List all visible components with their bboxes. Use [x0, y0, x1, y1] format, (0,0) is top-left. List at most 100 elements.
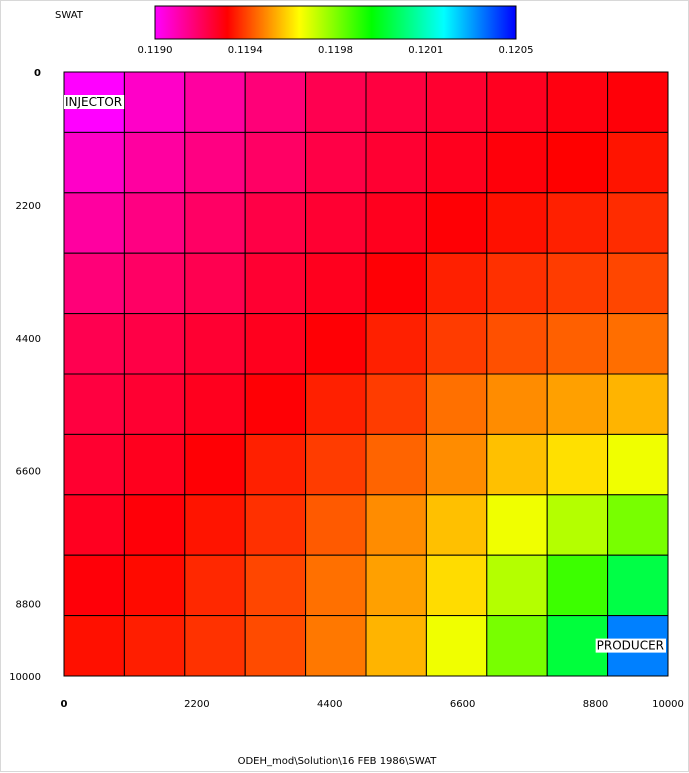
grid-cell: [607, 373, 669, 435]
grid-cell: [607, 252, 669, 315]
colorbar-tick-labels: 0.1190 0.1194 0.1198 0.1201 0.1205: [138, 45, 534, 56]
x-tick-label: 2200: [184, 699, 209, 710]
grid-cells: [63, 71, 669, 677]
x-tick-label: 4400: [317, 699, 342, 710]
y-tick-label: 0: [34, 68, 41, 79]
grid-cell: [486, 554, 548, 617]
well-name: PRODUCER: [597, 639, 664, 653]
grid-cell: [305, 192, 367, 254]
grid-cell: [546, 554, 609, 617]
y-tick-label: 6600: [16, 467, 41, 478]
grid-cell: [546, 313, 609, 375]
grid-cell: [63, 554, 125, 617]
well-labels: INJECTOR PRODUCER: [64, 95, 666, 653]
grid-cell: [184, 373, 246, 435]
grid-cell: [305, 131, 367, 194]
grid-cell: [123, 494, 186, 556]
colorbar: [154, 5, 517, 40]
grid-cell: [305, 615, 367, 677]
grid-cell: [546, 433, 609, 496]
grid-cell: [365, 313, 427, 375]
grid-cell: [63, 131, 125, 194]
grid-cell: [425, 71, 488, 133]
grid-cell: [184, 252, 246, 315]
grid-cell: [184, 494, 246, 556]
y-tick-label: 10000: [9, 672, 41, 683]
grid-cell: [486, 373, 548, 435]
grid-cell: [184, 554, 246, 617]
y-tick-label: 4400: [16, 334, 41, 345]
grid-cell: [123, 192, 186, 254]
grid-cell: [546, 131, 609, 194]
grid-cell: [244, 373, 307, 435]
grid-cell: [244, 615, 307, 677]
colorbar-tick-label: 0.1190: [138, 45, 173, 56]
grid-cell: [546, 494, 609, 556]
grid-cell: [63, 252, 125, 315]
grid-cell: [305, 494, 367, 556]
grid-cell: [123, 433, 186, 496]
grid-cell: [365, 252, 427, 315]
footer-path: ODEH_mod\Solution\16 FEB 1986\SWAT: [238, 756, 438, 767]
grid-cell: [546, 373, 609, 435]
grid-cell: [63, 615, 125, 677]
grid-cell: [425, 373, 488, 435]
grid-cell: [244, 554, 307, 617]
y-tick-label: 8800: [16, 600, 41, 611]
well-label-injector: INJECTOR: [64, 95, 125, 109]
grid-cell: [607, 192, 669, 254]
grid-cell: [425, 192, 488, 254]
grid-cell: [486, 433, 548, 496]
grid-cell: [123, 615, 186, 677]
grid-cell: [123, 313, 186, 375]
grid-cell: [425, 131, 488, 194]
y-tick-label: 2200: [16, 201, 41, 212]
y-axis-tick-labels: 0 2200 4400 6600 8800 10000: [9, 68, 41, 683]
well-label-background: [64, 95, 125, 109]
well-label-background: [595, 638, 666, 653]
grid-cell: [546, 192, 609, 254]
grid-cell: [123, 373, 186, 435]
colorbar-tick-label: 0.1194: [228, 45, 263, 56]
grid-cell: [123, 252, 186, 315]
grid-cell: [244, 494, 307, 556]
grid-cell: [425, 554, 488, 617]
grid-cell: [244, 71, 307, 133]
x-tick-label: 8800: [583, 699, 608, 710]
grid-cell: [607, 313, 669, 375]
grid-cell: [365, 554, 427, 617]
colorbar-title: SWAT: [55, 10, 84, 21]
grid-cell: [365, 494, 427, 556]
grid-cell: [244, 131, 307, 194]
grid-cell: [244, 433, 307, 496]
grid-cell: [305, 433, 367, 496]
grid-cell: [244, 252, 307, 315]
x-tick-label: 6600: [450, 699, 475, 710]
grid-cell: [425, 313, 488, 375]
grid-cell: [425, 615, 488, 677]
x-tick-label: 0: [61, 699, 68, 710]
grid-cell: [486, 615, 548, 677]
grid-cell: [365, 192, 427, 254]
grid-cell: [607, 433, 669, 496]
grid-cell: [607, 131, 669, 194]
x-axis-tick-labels: 0 2200 4400 6600 8800 10000: [61, 699, 684, 710]
grid-cell: [63, 433, 125, 496]
grid-cell: [305, 71, 367, 133]
grid-cell: [365, 373, 427, 435]
colorbar-tick-label: 0.1198: [318, 45, 353, 56]
grid-cell: [365, 71, 427, 133]
colorbar-tick-label: 0.1205: [499, 45, 534, 56]
grid-cell: [425, 433, 488, 496]
x-tick-label: 10000: [652, 699, 684, 710]
grid-cell: [365, 433, 427, 496]
grid-cell: [305, 252, 367, 315]
grid-cell: [244, 313, 307, 375]
grid-cell: [305, 313, 367, 375]
grid-cell: [244, 192, 307, 254]
grid-cell: [305, 373, 367, 435]
grid-cell: [486, 313, 548, 375]
grid-cell: [486, 192, 548, 254]
grid-cell: [63, 373, 125, 435]
grid-cell: [305, 554, 367, 617]
